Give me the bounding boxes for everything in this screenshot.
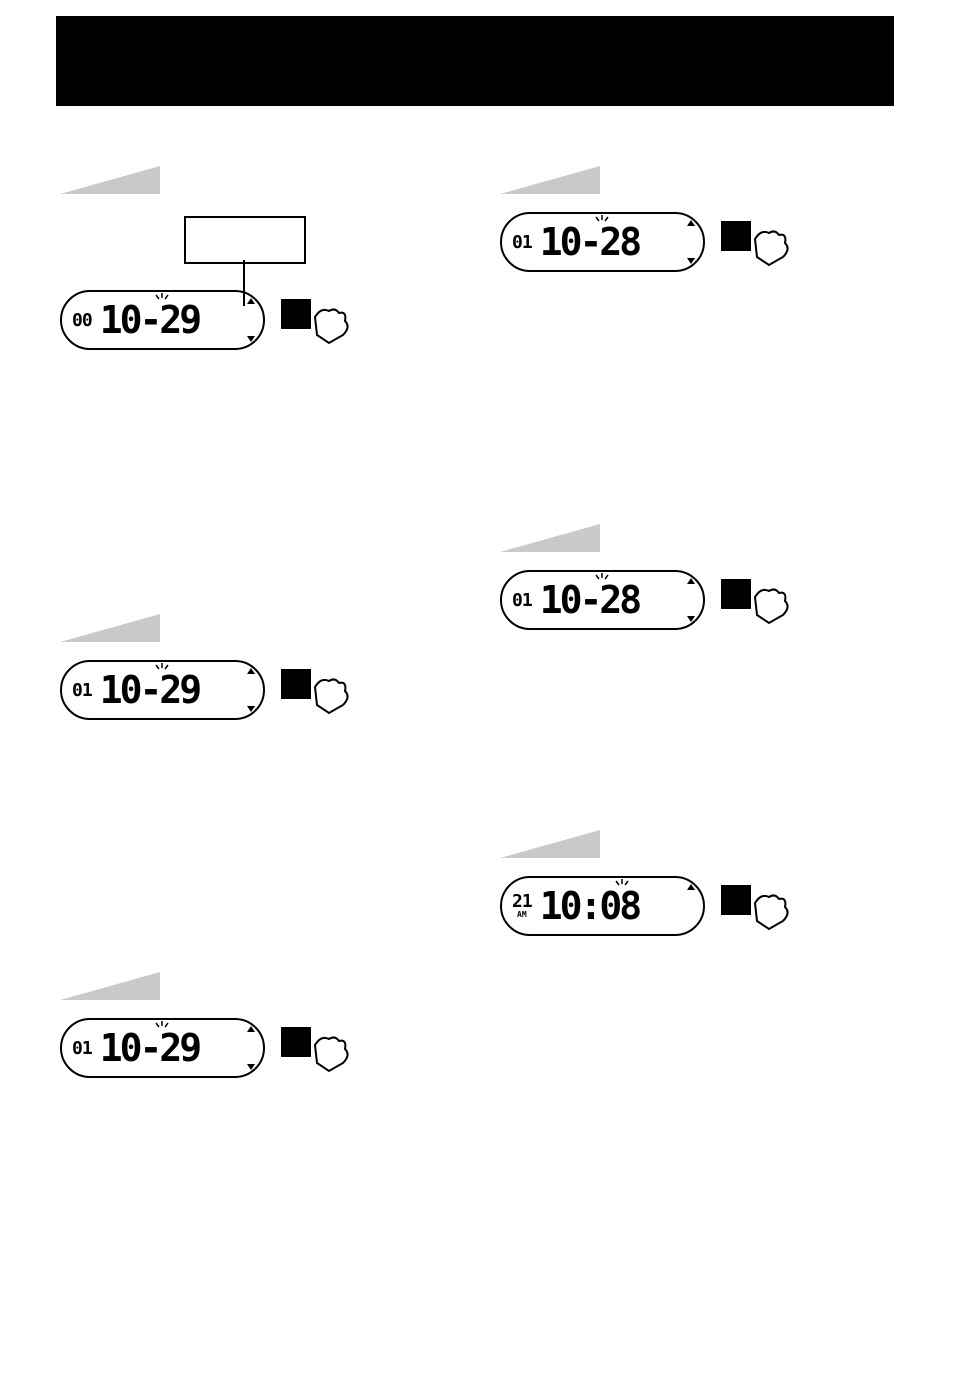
lcd-display: 01 10-28	[500, 570, 705, 630]
lcd-display: 00 10-29	[60, 290, 265, 350]
up-arrow-icon	[687, 884, 695, 890]
lcd-and-button-row: 21 AM 10:08	[500, 876, 920, 936]
down-arrow-icon	[247, 706, 255, 712]
flash-indicator-icon	[155, 1018, 169, 1028]
lcd-and-button-row: 01 10-29	[60, 1018, 480, 1078]
title-bar	[56, 16, 894, 106]
lcd-main-value: 10:08	[540, 884, 639, 928]
lcd-and-button-row: 00 10-29	[60, 290, 480, 350]
press-button-illustration	[719, 215, 794, 270]
lcd-display: 21 AM 10:08	[500, 876, 705, 936]
memory-index: 21	[512, 893, 532, 911]
press-button-illustration	[279, 1021, 354, 1076]
lcd-display: 01 10-29	[60, 660, 265, 720]
button-icon	[281, 299, 311, 329]
down-arrow-icon	[687, 616, 695, 622]
volume-wedge-icon	[60, 972, 160, 1000]
lcd-display: 01 10-29	[60, 1018, 265, 1078]
volume-wedge-icon	[60, 614, 160, 642]
step-block-4: 01 10-28	[500, 166, 920, 272]
lcd-and-button-row: 01 10-29	[60, 660, 480, 720]
up-arrow-icon	[247, 298, 255, 304]
memory-index-with-ampm: 21 AM	[512, 893, 532, 919]
volume-wedge-icon	[500, 166, 600, 194]
lcd-main-value: 10-29	[100, 1026, 199, 1070]
step-block-1: 00 10-29	[60, 166, 480, 350]
flash-indicator-icon	[155, 660, 169, 670]
up-arrow-icon	[687, 578, 695, 584]
lcd-main-value: 10-28	[540, 578, 639, 622]
flash-indicator-icon	[595, 570, 609, 580]
up-arrow-icon	[687, 220, 695, 226]
lcd-and-button-row: 01 10-28	[500, 212, 920, 272]
step-block-5: 01 10-28	[500, 524, 920, 630]
down-arrow-icon	[247, 1064, 255, 1070]
press-button-illustration	[279, 293, 354, 348]
lcd-display: 01 10-28	[500, 212, 705, 272]
memory-index: 01	[512, 232, 532, 253]
lcd-main-value: 10-29	[100, 668, 199, 712]
flash-indicator-icon	[615, 876, 629, 886]
flash-indicator-icon	[155, 290, 169, 300]
finger-icon	[315, 309, 348, 343]
step-block-2: 01 10-29	[60, 614, 480, 720]
up-arrow-icon	[247, 668, 255, 674]
press-button-illustration	[719, 879, 794, 934]
flash-indicator-icon	[595, 212, 609, 222]
volume-wedge-icon	[60, 166, 160, 194]
up-arrow-icon	[247, 1026, 255, 1032]
step-block-6: 21 AM 10:08	[500, 830, 920, 936]
lcd-main-value: 10-29	[100, 298, 199, 342]
down-arrow-icon	[247, 336, 255, 342]
wedge-icon	[60, 166, 160, 194]
volume-wedge-icon	[500, 830, 600, 858]
am-pm-indicator: AM	[517, 911, 527, 919]
step-block-3: 01 10-29	[60, 972, 480, 1078]
volume-wedge-icon	[500, 524, 600, 552]
memory-index: 01	[512, 590, 532, 611]
lcd-and-button-row: 01 10-28	[500, 570, 920, 630]
manual-page: 00 10-29	[0, 0, 954, 1374]
press-button-illustration	[719, 573, 794, 628]
memory-index: 01	[72, 1038, 92, 1059]
down-arrow-icon	[687, 258, 695, 264]
press-button-illustration	[279, 663, 354, 718]
flashing-callout-box	[184, 216, 306, 264]
memory-index: 00	[72, 310, 92, 331]
lcd-main-value: 10-28	[540, 220, 639, 264]
memory-index: 01	[72, 680, 92, 701]
